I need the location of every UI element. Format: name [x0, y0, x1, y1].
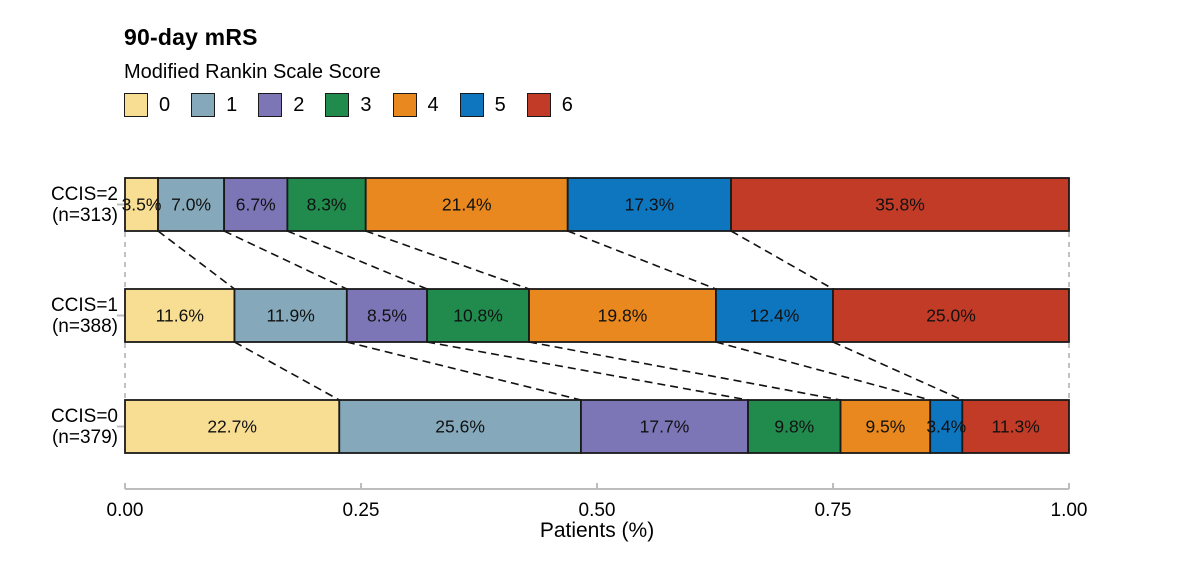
legend-item-mrs-0: 0	[124, 93, 170, 117]
segment-value-label: 11.9%	[267, 306, 315, 326]
x-axis-tick-label: 0.75	[815, 500, 852, 521]
bar-segment-mrs-1	[233, 288, 348, 343]
connector-line	[365, 230, 530, 290]
legend-swatch-mrs-3	[325, 93, 350, 117]
segment-value-label: 6.7%	[236, 195, 276, 215]
segment-value-label: 12.4%	[750, 306, 800, 326]
chart-title: 90-day mRS	[124, 24, 258, 50]
legend-label: 5	[494, 94, 506, 116]
legend-label: 0	[159, 94, 171, 116]
y-label-group: CCIS=1	[50, 294, 118, 316]
y-axis-label-ccis-1: CCIS=1 (n=388)	[8, 295, 118, 337]
bar-segment-mrs-6	[961, 399, 1070, 454]
legend-item-mrs-4: 4	[392, 93, 439, 117]
segment-value-label: 3.5%	[122, 195, 162, 215]
legend-item-mrs-3: 3	[325, 93, 372, 117]
legend-swatch-mrs-6	[526, 93, 551, 117]
segment-value-label: 22.7%	[207, 417, 257, 437]
legend-item-mrs-6: 6	[526, 93, 573, 117]
legend-title: Modified Rankin Scale Score	[124, 61, 381, 83]
bar-segment-mrs-6	[730, 177, 1070, 232]
connector-line	[346, 341, 582, 401]
bar-segment-mrs-0	[124, 399, 341, 454]
bar-segment-mrs-1	[157, 177, 226, 232]
segment-value-label: 7.0%	[171, 195, 211, 215]
connector-line	[730, 230, 834, 290]
segment-value-label: 19.8%	[598, 306, 648, 326]
segment-value-label: 11.6%	[156, 306, 204, 326]
bar-segment-mrs-1	[338, 399, 582, 454]
segment-value-label: 25.6%	[435, 417, 485, 437]
legend-label: 3	[360, 94, 372, 116]
segment-value-label: 9.5%	[865, 417, 905, 437]
segment-value-label: 25.0%	[926, 306, 976, 326]
y-axis-label-ccis-0: CCIS=0 (n=379)	[8, 406, 118, 448]
segment-value-label: 11.3%	[991, 417, 1039, 437]
connector-line	[528, 341, 841, 401]
bar-segment-mrs-4	[528, 288, 717, 343]
connector-line	[287, 230, 428, 290]
y-label-group: CCIS=0	[50, 405, 118, 427]
connector-line	[157, 230, 235, 290]
connector-line	[426, 341, 749, 401]
connector-line	[567, 230, 717, 290]
segment-value-label: 10.8%	[453, 306, 503, 326]
y-axis-label-ccis-2: CCIS=2 (n=313)	[8, 184, 118, 226]
bar-segment-mrs-4	[839, 399, 932, 454]
segment-value-label: 8.5%	[367, 306, 407, 326]
legend-label: 4	[427, 94, 439, 116]
legend-swatch-mrs-5	[459, 93, 484, 117]
connector-line	[832, 341, 963, 401]
bar-segment-mrs-2	[345, 288, 428, 343]
x-axis-tick-label: 0.50	[579, 500, 616, 521]
bar-segment-mrs-2	[580, 399, 749, 454]
connector-line	[234, 341, 340, 401]
x-axis-tick-label: 1.00	[1051, 500, 1088, 521]
x-axis-tick-label: 0.00	[107, 500, 144, 521]
bar-segment-mrs-5	[715, 288, 834, 343]
segment-value-label: 3.4%	[926, 417, 966, 437]
x-axis-tick-label: 0.25	[343, 500, 380, 521]
legend-label: 1	[226, 94, 238, 116]
legend-swatch-mrs-1	[191, 93, 216, 117]
y-label-n: (n=379)	[51, 426, 118, 448]
legend-swatch-mrs-2	[258, 93, 283, 117]
segment-value-label: 17.7%	[640, 417, 690, 437]
mrs-legend: 0 1 2 3 4 5 6	[124, 93, 594, 117]
legend-swatch-mrs-4	[392, 93, 417, 117]
segment-value-label: 9.8%	[774, 417, 814, 437]
y-label-group: CCIS=2	[50, 183, 118, 205]
connector-line	[715, 341, 931, 401]
bar-segment-mrs-6	[832, 288, 1070, 343]
segment-value-label: 17.3%	[625, 195, 675, 215]
bar-segment-mrs-5	[566, 177, 732, 232]
legend-label: 2	[293, 94, 305, 116]
y-label-n: (n=388)	[51, 315, 118, 337]
bar-segment-mrs-4	[364, 177, 569, 232]
x-axis-title: Patients (%)	[539, 519, 655, 542]
legend-swatch-mrs-0	[124, 93, 148, 117]
legend-item-mrs-2: 2	[258, 93, 304, 117]
segment-value-label: 35.8%	[875, 195, 925, 215]
legend-item-mrs-5: 5	[459, 93, 506, 117]
connector-line	[223, 230, 348, 290]
segment-value-label: 8.3%	[307, 195, 347, 215]
bar-segment-mrs-3	[286, 177, 367, 232]
y-label-n: (n=313)	[51, 204, 118, 226]
segment-value-label: 21.4%	[442, 195, 492, 215]
bar-segment-mrs-2	[223, 177, 289, 232]
legend-item-mrs-1: 1	[191, 93, 237, 117]
bar-segment-mrs-3	[747, 399, 842, 454]
legend-label: 6	[561, 94, 573, 116]
bar-segment-mrs-0	[124, 288, 236, 343]
